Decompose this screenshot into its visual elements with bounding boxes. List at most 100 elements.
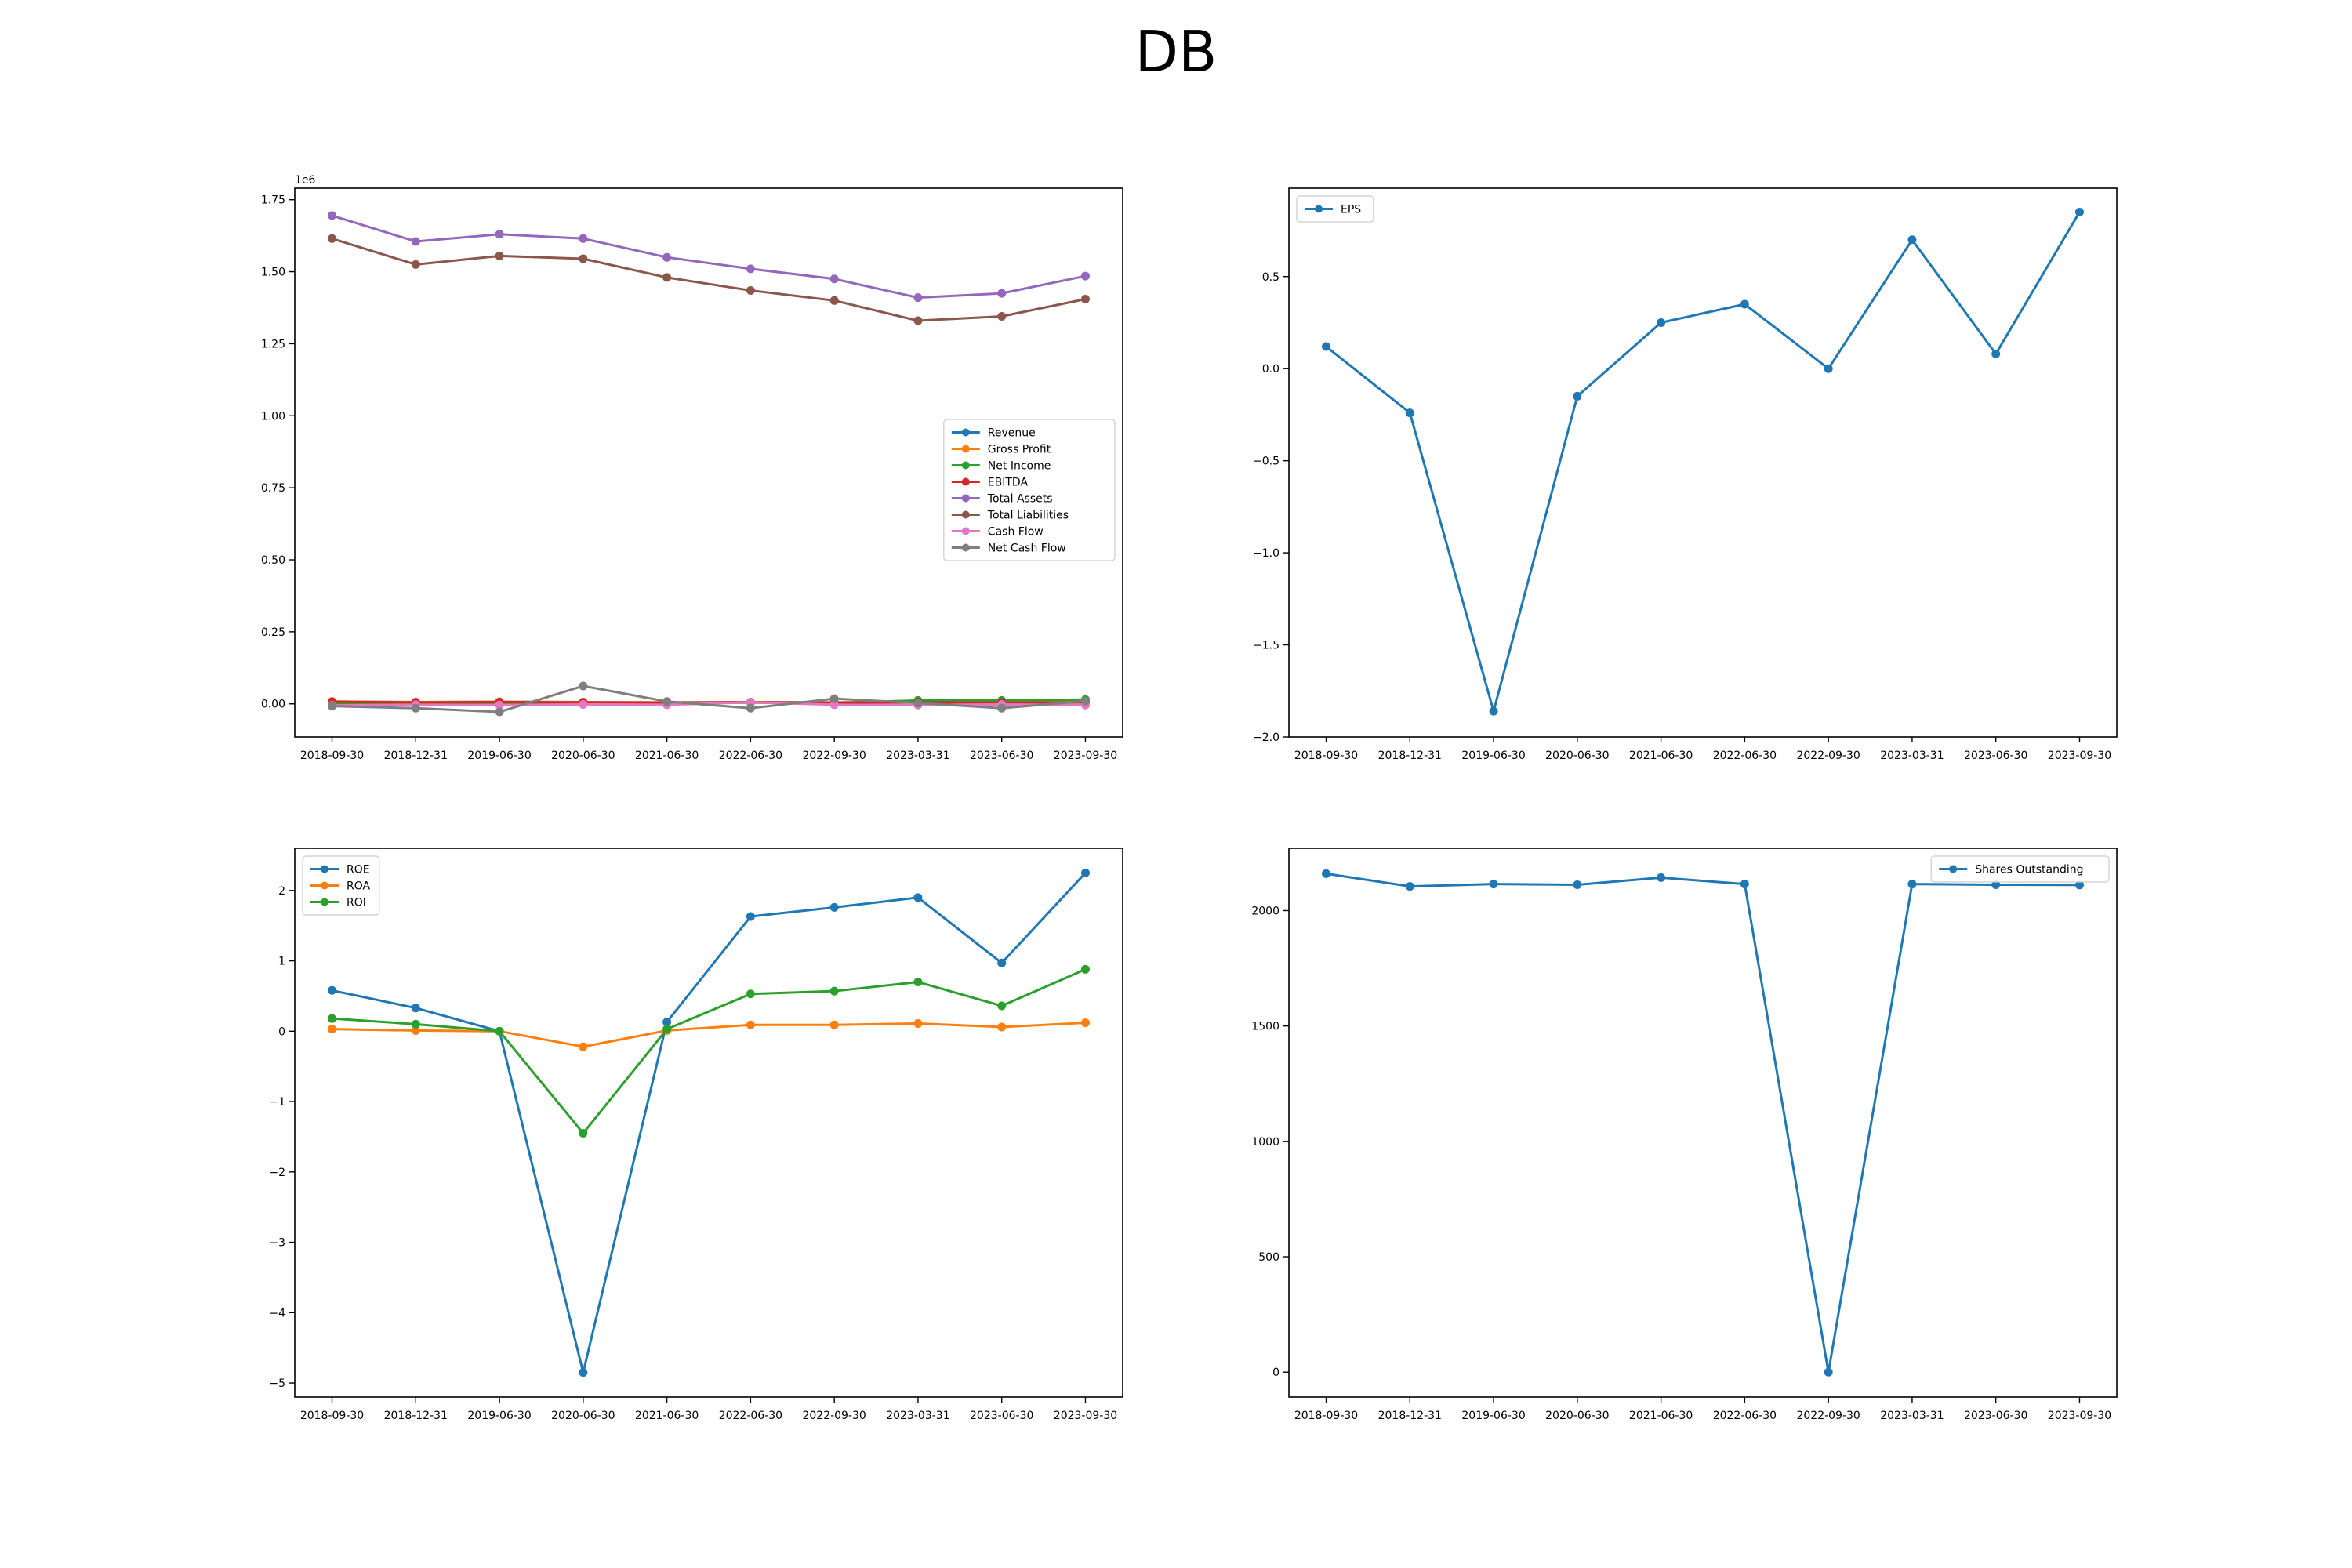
data-point (1080, 294, 1090, 303)
series-line (332, 1022, 1086, 1048)
data-point (997, 958, 1007, 967)
data-point (579, 681, 588, 691)
series-eps (1322, 208, 2084, 716)
x-tick-label: 2023-03-31 (886, 750, 949, 762)
x-tick-label: 2020-06-30 (551, 1410, 615, 1422)
data-point (1573, 391, 1582, 401)
series-roi (328, 964, 1090, 1138)
y-tick-label: −2 (269, 1167, 285, 1179)
x-tick-label: 2023-06-30 (970, 1410, 1033, 1422)
legend-box (1296, 195, 1374, 223)
legend-marker (961, 428, 970, 437)
legend-box (943, 419, 1116, 561)
x-tick-label: 2018-12-31 (1378, 1410, 1442, 1422)
chart-2: 2018-09-30 2018-12-31 2019-06-30 2020-06-30… (1253, 187, 2118, 762)
x-tick-label: 2023-06-30 (1964, 1410, 2027, 1422)
data-point (328, 1014, 337, 1023)
data-point (746, 703, 755, 713)
data-point (1405, 408, 1414, 418)
legend-label: Shares Outstanding (1975, 864, 2083, 877)
x-tick-label: 2018-09-30 (1294, 1410, 1358, 1422)
x-tick-label: 2020-06-30 (551, 750, 615, 762)
y-tick-label: 0 (278, 1025, 285, 1038)
legend-label: Net Income (988, 460, 1051, 473)
data-point (579, 1042, 588, 1051)
data-point (1322, 342, 1331, 351)
data-point (1080, 271, 1090, 281)
x-tick-label: 2019-06-30 (1461, 1410, 1525, 1422)
data-point (411, 1019, 420, 1029)
data-point (411, 703, 420, 713)
chart-4: 2018-09-30 2018-12-31 2019-06-30 2020-06-30… (1251, 848, 2118, 1422)
y-tick-label: 0.75 (261, 482, 285, 495)
x-tick-label: 2018-12-31 (384, 750, 448, 762)
x-tick-label: 2018-09-30 (1294, 750, 1358, 762)
x-tick-label: 2022-06-30 (1713, 750, 1777, 762)
x-tick-label: 2023-09-30 (2048, 1410, 2111, 1422)
data-point (579, 234, 588, 243)
series-shares-outstanding (1322, 869, 2084, 1377)
data-point (579, 1368, 588, 1377)
legend-marker (961, 461, 970, 470)
y-tick-label: 2000 (1251, 905, 1279, 917)
axes-frame (1288, 187, 2118, 738)
legend-marker (321, 898, 328, 906)
y-tick-label: 2 (278, 885, 285, 898)
series-line (332, 684, 1086, 713)
data-point (1080, 868, 1090, 877)
series-line (1326, 872, 2080, 1374)
data-point (913, 293, 923, 303)
series-roe (328, 868, 1090, 1377)
x-tick-label: 2022-06-30 (719, 1410, 782, 1422)
data-point (997, 312, 1007, 321)
x-tick-label: 2022-09-30 (1796, 1410, 1860, 1422)
x-tick-label: 2019-06-30 (467, 1410, 531, 1422)
legend: Revenue Gross Profit Net Income EBITDA Total… (943, 419, 1116, 561)
legend-label: EPS (1341, 204, 1361, 216)
series-line (332, 214, 1086, 299)
legend: ROE ROA ROI (302, 855, 380, 916)
x-tick-label: 2020-06-30 (1545, 750, 1609, 762)
series-line (332, 967, 1087, 1134)
data-point (328, 1025, 337, 1034)
data-point (1740, 299, 1749, 309)
x-tick-label: 2022-09-30 (802, 750, 866, 762)
data-point (1824, 1367, 1833, 1377)
axes-frame (1288, 848, 2118, 1398)
series-net-cash-flow (328, 681, 1090, 717)
y-tick-label: 0.0 (1262, 363, 1279, 376)
data-point (1740, 880, 1749, 889)
data-point (328, 211, 337, 220)
legend-marker (961, 510, 970, 519)
data-point (829, 1020, 839, 1029)
y-tick-label: −3 (269, 1237, 285, 1250)
x-tick-label: 2018-09-30 (300, 1410, 364, 1422)
x-tick-label: 2020-06-30 (1545, 1410, 1609, 1422)
x-tick-label: 2023-03-31 (1880, 750, 1944, 762)
y-tick-label: −2.0 (1253, 731, 1279, 744)
x-tick-label: 2018-12-31 (384, 1410, 448, 1422)
x-tick-label: 2023-09-30 (2048, 750, 2111, 762)
x-tick-label: 2021-06-30 (1629, 1410, 1693, 1422)
legend-box (1930, 855, 2110, 883)
data-point (411, 1004, 420, 1013)
y-tick-label: 1 (278, 956, 285, 968)
x-tick-label: 2018-09-30 (300, 750, 364, 762)
data-point (1991, 349, 2001, 358)
legend-label: Net Cash Flow (988, 543, 1066, 555)
data-point (579, 1128, 588, 1138)
y-tick-label: 1.00 (261, 410, 285, 423)
data-point (579, 254, 588, 263)
data-point (829, 296, 839, 305)
legend-label: ROI (347, 897, 366, 909)
legend-marker (961, 527, 970, 535)
x-tick-label: 2023-06-30 (970, 750, 1033, 762)
data-point (997, 289, 1007, 298)
data-point (1824, 364, 1833, 373)
chart-3: 2018-09-30 2018-12-31 2019-06-30 2020-06-30… (269, 848, 1123, 1422)
data-point (579, 699, 588, 709)
legend-marker (961, 477, 970, 486)
x-tick-label: 2018-12-31 (1378, 750, 1442, 762)
y-tick-label: −0.5 (1253, 456, 1279, 468)
